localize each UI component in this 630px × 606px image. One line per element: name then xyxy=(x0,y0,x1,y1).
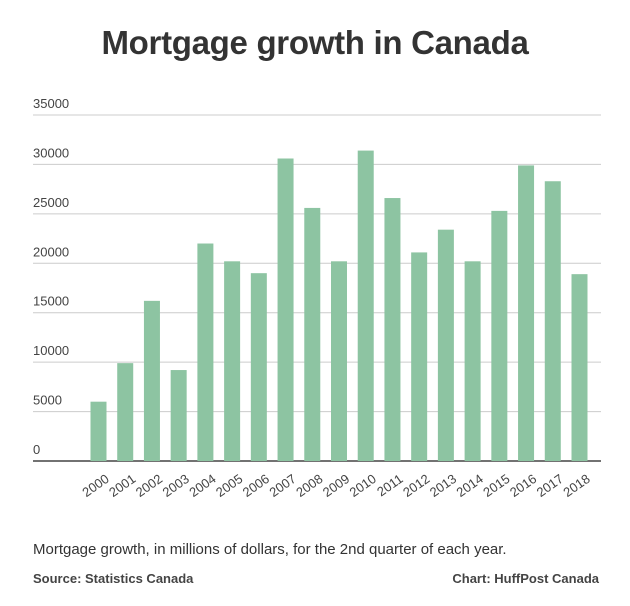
x-tick-label: 2004 xyxy=(186,471,218,500)
bar-2007 xyxy=(277,158,294,462)
y-axis-ticks: 0 5000 10000 15000 20000 25000 30000 35000 xyxy=(33,96,69,457)
bar-2014 xyxy=(464,261,481,461)
bar-2018 xyxy=(571,274,588,461)
x-axis-ticks: 2000200120022003200420052006200720082009… xyxy=(79,471,592,500)
x-tick-label: 2011 xyxy=(374,471,406,499)
y-tick-label: 35000 xyxy=(33,96,69,111)
y-tick-label: 10000 xyxy=(33,343,69,358)
chart-caption: Mortgage growth, in millions of dollars,… xyxy=(33,541,507,558)
x-tick-label: 2017 xyxy=(534,471,566,500)
bar-2004 xyxy=(197,243,214,461)
bar-2009 xyxy=(331,261,347,461)
x-tick-label: 2010 xyxy=(347,471,379,500)
x-tick-label: 2002 xyxy=(133,471,165,500)
bar-2012 xyxy=(411,252,428,461)
bar-2003 xyxy=(170,370,187,461)
x-tick-label: 2012 xyxy=(400,471,432,500)
chart-title: Mortgage growth in Canada xyxy=(101,24,529,61)
x-tick-label: 2007 xyxy=(266,471,298,500)
y-tick-label: 5000 xyxy=(33,393,62,408)
x-tick-label: 2001 xyxy=(106,471,138,500)
credit-label: Chart: HuffPost Canada xyxy=(452,571,599,586)
bars xyxy=(90,150,588,462)
x-tick-label: 2013 xyxy=(427,471,459,500)
x-tick-label: 2009 xyxy=(320,471,352,500)
bar-2001 xyxy=(117,363,134,461)
source-label: Source: Statistics Canada xyxy=(33,571,194,586)
bar-2015 xyxy=(491,210,508,461)
x-tick-label: 2003 xyxy=(160,471,192,500)
y-tick-label: 20000 xyxy=(33,244,69,259)
bar-2016 xyxy=(518,165,535,461)
bar-2006 xyxy=(250,273,267,461)
bar-2013 xyxy=(437,229,454,461)
y-tick-label: 25000 xyxy=(33,195,69,210)
bar-2000 xyxy=(90,401,107,461)
bar-2017 xyxy=(544,181,561,461)
x-tick-label: 2016 xyxy=(507,471,539,500)
x-tick-label: 2015 xyxy=(480,471,512,500)
bar-2008 xyxy=(304,207,321,461)
y-tick-label: 30000 xyxy=(33,145,69,160)
x-tick-label: 2006 xyxy=(240,471,272,500)
x-tick-label: 2005 xyxy=(213,471,245,500)
bar-2002 xyxy=(143,300,160,461)
x-tick-label: 2014 xyxy=(454,471,486,500)
bar-2010 xyxy=(357,150,374,462)
x-tick-label: 2008 xyxy=(293,471,325,500)
x-tick-label: 2000 xyxy=(79,471,111,500)
x-tick-label: 2018 xyxy=(560,471,592,500)
y-tick-label: 0 xyxy=(33,442,40,457)
y-tick-label: 15000 xyxy=(33,294,69,309)
bar-2011 xyxy=(384,198,401,462)
bar-2005 xyxy=(224,261,241,461)
